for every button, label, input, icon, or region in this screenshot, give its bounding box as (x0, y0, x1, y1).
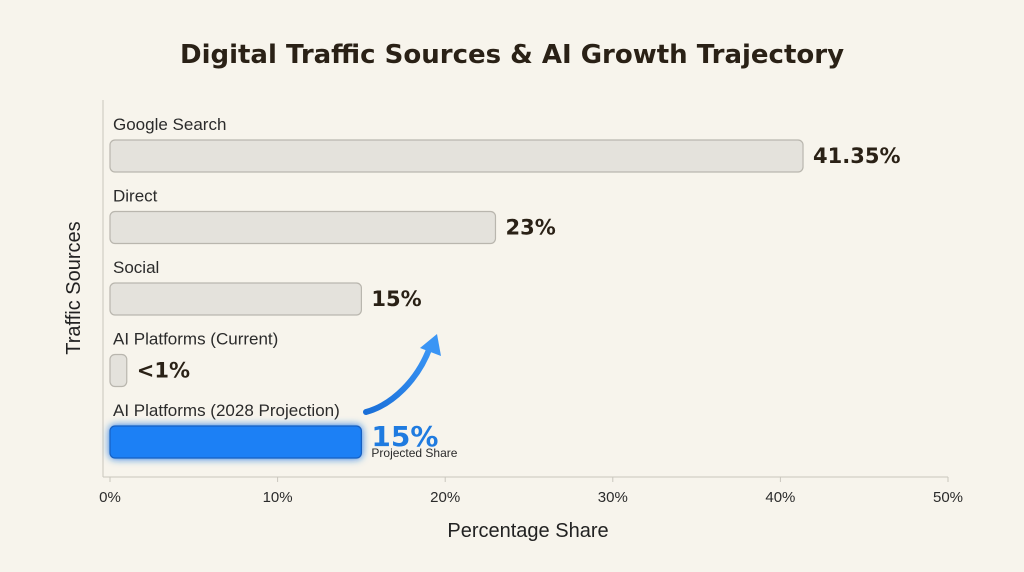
value-label: <1% (137, 359, 190, 383)
y-axis-title: Traffic Sources (63, 221, 85, 354)
value-label: 15% (371, 287, 421, 311)
growth-arrowhead-icon (420, 334, 441, 356)
bar (109, 210, 497, 245)
x-tick-label: 30% (598, 489, 628, 506)
x-tick-label: 10% (263, 489, 293, 506)
x-ticks: 0% 10% 20% 30% 40% 50% (99, 477, 963, 506)
bar (109, 353, 128, 388)
bar-highlighted (109, 425, 362, 459)
bar (109, 282, 362, 316)
category-label: AI Platforms (2028 Projection) (113, 401, 340, 420)
value-label: 23% (505, 216, 555, 240)
bar (109, 139, 804, 173)
value-label: 15% (371, 420, 438, 453)
category-label: Social (113, 258, 159, 277)
bars-layer: Google Search 41.35% Direct 23% Social 15% AI … (109, 115, 900, 460)
x-tick-label: 40% (765, 489, 795, 506)
category-label: Google Search (113, 115, 226, 134)
value-label: 41.35% (813, 144, 900, 168)
growth-arrow-icon (363, 344, 433, 415)
x-tick-label: 0% (99, 489, 121, 506)
x-tick-label: 20% (430, 489, 460, 506)
chart-title: Digital Traffic Sources & AI Growth Traj… (180, 40, 844, 70)
x-axis-title: Percentage Share (447, 520, 608, 542)
x-tick-label: 50% (933, 489, 963, 506)
category-label: AI Platforms (Current) (113, 330, 278, 349)
annotation-label: Projected Share (371, 446, 457, 460)
category-label: Direct (113, 187, 158, 206)
